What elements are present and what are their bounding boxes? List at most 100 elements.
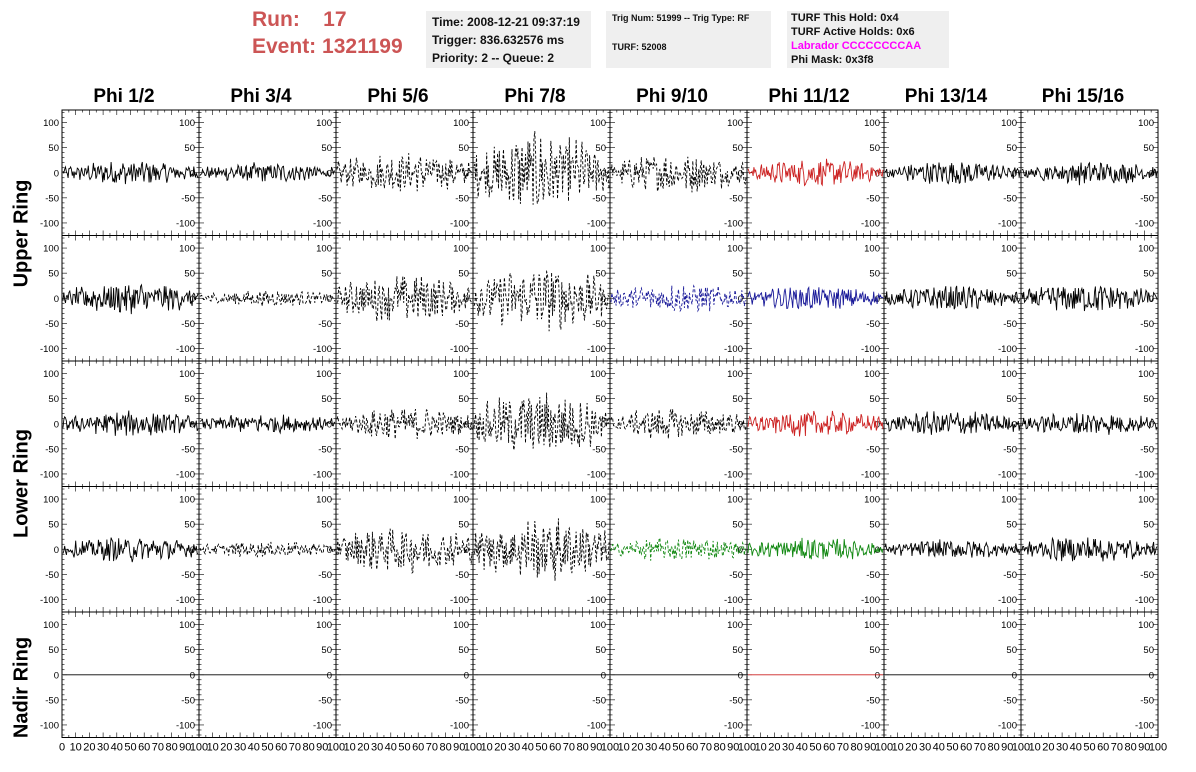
x-tick-label: 60	[1097, 742, 1109, 754]
y-tick-label: 50	[869, 269, 880, 280]
y-tick-label: -50	[1003, 570, 1017, 581]
y-tick-label: -50	[1140, 570, 1154, 581]
y-tick-label: 50	[732, 269, 743, 280]
y-tick-label: -50	[729, 695, 743, 706]
phi-header-2: Phi 3/4	[230, 86, 292, 107]
y-tick-label: 50	[1143, 394, 1154, 405]
x-tick-label: 30	[919, 742, 931, 754]
y-tick-label: 50	[458, 520, 469, 531]
x-tick-label: 30	[1056, 742, 1068, 754]
y-tick-label: -100	[587, 344, 606, 355]
x-tick-label: 50	[672, 742, 684, 754]
y-tick-label: -50	[1140, 319, 1154, 330]
y-tick-label: 100	[1138, 620, 1154, 631]
x-tick-label: 70	[152, 742, 164, 754]
y-tick-label: -100	[861, 218, 880, 229]
phi-header-7: Phi 13/14	[904, 86, 988, 107]
y-tick-label: 50	[1006, 394, 1017, 405]
event-label: Event:	[252, 35, 317, 58]
y-tick-label: -100	[450, 344, 469, 355]
y-tick-label: -50	[866, 193, 880, 204]
y-tick-label: 0	[738, 294, 743, 305]
y-tick-label: -50	[455, 570, 469, 581]
phi-header-6: Phi 11/12	[768, 86, 850, 107]
y-tick-label: 0	[1149, 670, 1154, 681]
x-tick-label: 60	[275, 742, 287, 754]
y-tick-label: 0	[54, 670, 59, 681]
waveform-trace	[1021, 285, 1158, 312]
waveform-trace	[747, 158, 884, 187]
phi-header-1: Phi 1/2	[93, 86, 155, 107]
y-tick-label: 100	[590, 620, 606, 631]
y-tick-label: -50	[1003, 695, 1017, 706]
y-tick-label: 100	[864, 495, 880, 506]
y-tick-label: 50	[48, 143, 59, 154]
y-tick-label: -50	[592, 695, 606, 706]
run-value: 17	[323, 8, 347, 31]
x-tick-label: 100	[190, 742, 208, 754]
waveform-trace	[336, 409, 473, 440]
y-tick-label: 0	[54, 168, 59, 179]
y-tick-label: -100	[450, 595, 469, 606]
y-tick-label: 100	[316, 369, 332, 380]
x-tick-label: 70	[974, 742, 986, 754]
y-tick-label: -50	[318, 570, 332, 581]
y-tick-label: 100	[179, 495, 195, 506]
y-tick-label: -100	[1135, 720, 1154, 731]
x-tick-label: 70	[563, 742, 575, 754]
y-tick-label: -50	[318, 193, 332, 204]
y-tick-label: 0	[738, 419, 743, 430]
y-tick-label: 100	[864, 118, 880, 129]
y-tick-label: 50	[595, 143, 606, 154]
y-tick-label: 50	[1143, 645, 1154, 656]
waveform-trace	[610, 284, 747, 313]
y-tick-label: 0	[1149, 419, 1154, 430]
y-tick-label: -100	[40, 344, 59, 355]
waveform-trace	[336, 153, 473, 192]
y-tick-label: -50	[181, 444, 195, 455]
x-tick-label: 10	[207, 742, 219, 754]
x-tick-label: 40	[1070, 742, 1082, 754]
y-tick-label: -100	[1135, 595, 1154, 606]
y-tick-label: -50	[455, 193, 469, 204]
phi-header-3: Phi 5/6	[367, 86, 429, 107]
y-tick-label: -100	[724, 344, 743, 355]
waveform-trace	[610, 409, 747, 439]
y-tick-label: -100	[587, 218, 606, 229]
x-tick-label: 10	[618, 742, 630, 754]
x-tick-label: 70	[837, 742, 849, 754]
y-tick-label: 50	[1143, 269, 1154, 280]
waveform-trace	[1021, 161, 1158, 186]
phi-header-5: Phi 9/10	[636, 86, 708, 107]
y-tick-label: 100	[1138, 495, 1154, 506]
x-tick-label: 30	[371, 742, 383, 754]
y-tick-label: 50	[184, 520, 195, 531]
x-tick-label: 90	[864, 742, 876, 754]
y-tick-label: 50	[595, 645, 606, 656]
y-tick-label: 0	[738, 670, 743, 681]
y-tick-label: 100	[727, 118, 743, 129]
y-tick-label: 100	[316, 244, 332, 255]
y-tick-label: 100	[864, 244, 880, 255]
x-tick-label: 100	[327, 742, 345, 754]
x-tick-label: 20	[83, 742, 95, 754]
waveform-trace	[473, 518, 610, 581]
y-tick-label: 50	[321, 520, 332, 531]
x-tick-label: 10	[1029, 742, 1041, 754]
run-label: Run:	[252, 8, 300, 31]
x-tick-label: 60	[549, 742, 561, 754]
x-tick-label: 90	[590, 742, 602, 754]
y-tick-label: 100	[179, 369, 195, 380]
x-tick-label: 10	[481, 742, 493, 754]
y-tick-label: -100	[1135, 218, 1154, 229]
waveform-trace	[610, 537, 747, 561]
y-tick-label: 50	[869, 394, 880, 405]
y-tick-label: -50	[729, 570, 743, 581]
y-tick-label: 100	[1138, 118, 1154, 129]
waveform-trace	[473, 269, 610, 332]
y-tick-label: 50	[321, 143, 332, 154]
x-tick-label: 30	[645, 742, 657, 754]
y-tick-label: -100	[1135, 344, 1154, 355]
y-tick-label: 50	[458, 645, 469, 656]
